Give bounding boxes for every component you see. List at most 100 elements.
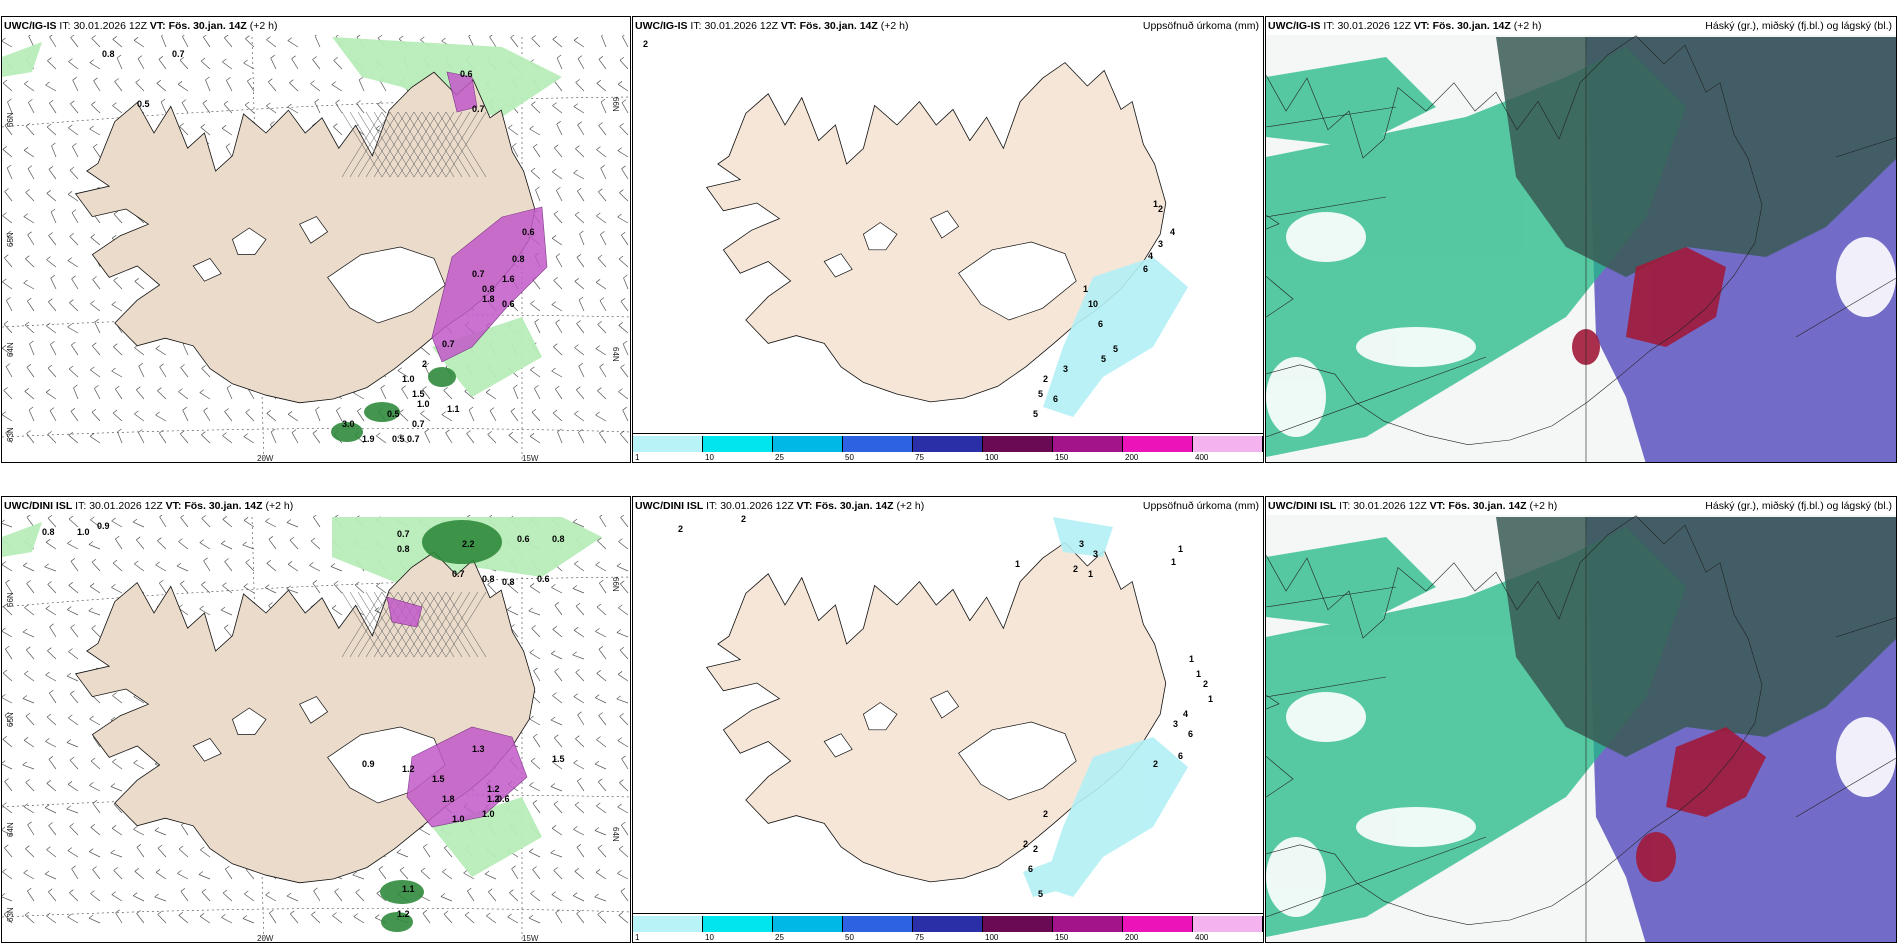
axis-label: 64N bbox=[6, 822, 15, 837]
axis-label: 63N bbox=[6, 427, 15, 442]
value-label: 2 bbox=[422, 359, 427, 369]
colorbar-tick: 75 bbox=[915, 453, 924, 462]
value-label: 2.2 bbox=[462, 539, 475, 549]
value-label: 0.7 bbox=[472, 104, 485, 114]
init-time: 30.01.2026 12Z bbox=[720, 500, 794, 512]
init-time: 30.01.2026 12Z bbox=[1353, 500, 1427, 512]
init-time: 30.01.2026 12Z bbox=[1337, 20, 1411, 32]
vt-label: VT: bbox=[780, 20, 797, 32]
lead-time: (+2 h) bbox=[880, 20, 909, 32]
colorbar-tick: 25 bbox=[775, 933, 784, 942]
valid-time: Fös. 30.jan. 14Z bbox=[184, 500, 263, 512]
value-label: 4 bbox=[1183, 709, 1188, 719]
value-label: 1.6 bbox=[502, 274, 515, 284]
colorbar-segment bbox=[843, 436, 913, 452]
value-label: 0.8 bbox=[482, 284, 495, 294]
panel-header: UWC/IG-IS IT: 30.01.2026 12Z VT: Fös. 30… bbox=[2, 17, 630, 35]
value-label: 0.6 bbox=[460, 69, 473, 79]
value-label: 1.8 bbox=[482, 294, 495, 304]
value-label: 1.2 bbox=[487, 794, 500, 804]
value-label: 2 bbox=[1158, 204, 1163, 214]
axis-label: 64N bbox=[6, 342, 15, 357]
value-label: 6 bbox=[1143, 264, 1148, 274]
value-label: 4 bbox=[1148, 251, 1153, 261]
value-label: 1 bbox=[1171, 557, 1176, 567]
axis-label: 66N bbox=[611, 577, 620, 592]
value-label: 3 bbox=[1079, 539, 1084, 549]
lead-time: (+2 h) bbox=[1513, 20, 1542, 32]
value-label: 0.6 bbox=[502, 299, 515, 309]
value-label: 0.8 bbox=[512, 254, 525, 264]
colorbar-tick: 150 bbox=[1055, 453, 1069, 462]
colorbar-segment bbox=[1123, 916, 1193, 932]
value-label: 0.5 bbox=[392, 434, 405, 444]
vt-label: VT: bbox=[149, 20, 166, 32]
precip-colorbar: 1 10 25 50 75 100 150 200 400 bbox=[633, 433, 1263, 462]
colorbar-segment bbox=[703, 436, 773, 452]
lead-time: (+2 h) bbox=[896, 500, 925, 512]
colorbar-tick: 75 bbox=[915, 933, 924, 942]
map-panel-dini-wind: 0.8 1.0 0.9 0.7 0.8 2.2 0.6 0.8 0.7 0.8 0.8 0.6 1.0 0… bbox=[1, 496, 631, 943]
value-label: 0.8 bbox=[552, 534, 565, 544]
valid-time: Fös. 30.jan. 14Z bbox=[815, 500, 894, 512]
colorbar-tick: 1 bbox=[635, 933, 640, 942]
panel-header: UWC/DINI ISL IT: 30.01.2026 12Z VT: Fös.… bbox=[2, 497, 630, 515]
axis-label: 64N bbox=[611, 827, 620, 842]
value-label: 2 bbox=[741, 514, 746, 524]
value-label: 1.5 bbox=[412, 389, 425, 399]
value-label: 1.1 bbox=[402, 884, 415, 894]
colorbar-tick: 10 bbox=[705, 453, 714, 462]
valid-time: Fös. 30.jan. 14Z bbox=[168, 20, 247, 32]
value-label: 6 bbox=[1028, 864, 1033, 874]
map-panel-ig-wind: 0.8 0.7 0.5 0.6 0.7 0.6 0.8 1.0 2 1.5 1.0 0.7 0.5 0.7… bbox=[1, 16, 631, 463]
value-label: 3 bbox=[1173, 719, 1178, 729]
it-label: IT: bbox=[690, 20, 702, 32]
axis-label: 65N bbox=[6, 232, 15, 247]
colorbar-tick: 200 bbox=[1125, 453, 1139, 462]
value-label: 0.6 bbox=[497, 794, 510, 804]
colorbar-segment bbox=[983, 916, 1053, 932]
colorbar-segment bbox=[1123, 436, 1193, 452]
colorbar-tick: 100 bbox=[985, 933, 999, 942]
colorbar-tick: 50 bbox=[845, 453, 854, 462]
wind-map: 0.8 0.70.50.60.70.60.81.021.51.00.70.50.7… bbox=[2, 32, 630, 462]
value-label: 1.3 bbox=[472, 744, 485, 754]
value-label: 2 bbox=[1043, 374, 1048, 384]
colorbar-segment bbox=[703, 916, 773, 932]
value-label: 1 bbox=[1189, 654, 1194, 664]
value-label: 1.0 bbox=[482, 809, 495, 819]
vt-label: VT: bbox=[1429, 500, 1446, 512]
colorbar-segment bbox=[773, 436, 843, 452]
value-label: 3 bbox=[1093, 549, 1098, 559]
colorbar-tick: 150 bbox=[1055, 933, 1069, 942]
value-label: 2 bbox=[1033, 844, 1038, 854]
value-label: 5 bbox=[1038, 389, 1043, 399]
axis-label: 66N bbox=[6, 592, 15, 607]
value-label: 0.8 bbox=[102, 49, 115, 59]
axis-label: 20W bbox=[257, 934, 274, 943]
lead-time: (+2 h) bbox=[1529, 500, 1558, 512]
value-label: 1.5 bbox=[552, 754, 565, 764]
init-time: 30.01.2026 12Z bbox=[73, 20, 147, 32]
it-label: IT: bbox=[1339, 500, 1351, 512]
value-label: 0.7 bbox=[172, 49, 185, 59]
value-label: 0.8 bbox=[397, 544, 410, 554]
value-label: 5 bbox=[1113, 344, 1118, 354]
value-label: 1.9 bbox=[362, 434, 375, 444]
init-time: 30.01.2026 12Z bbox=[89, 500, 163, 512]
init-time: 30.01.2026 12Z bbox=[704, 20, 778, 32]
value-label: 6 bbox=[1178, 751, 1183, 761]
value-label: 0.8 bbox=[502, 577, 515, 587]
model-name: UWC/DINI ISL bbox=[1268, 500, 1337, 512]
axis-label: 64N bbox=[611, 347, 620, 362]
value-label: 0.9 bbox=[362, 759, 375, 769]
value-label: 2 bbox=[1153, 759, 1158, 769]
valid-time: Fös. 30.jan. 14Z bbox=[799, 20, 878, 32]
panel-header: UWC/IG-IS IT: 30.01.2026 12Z VT: Fös. 30… bbox=[1266, 17, 1896, 35]
panel-title: Uppsöfnuð úrkoma (mm) bbox=[1142, 500, 1259, 512]
panel-title: Háský (gr.), miðský (fj.bl.) og lágský (… bbox=[1705, 20, 1892, 32]
vt-label: VT: bbox=[165, 500, 182, 512]
value-label: 2 bbox=[1073, 564, 1078, 574]
colorbar-segment bbox=[1053, 436, 1123, 452]
panel-title: Háský (gr.), miðský (fj.bl.) og lágský (… bbox=[1705, 500, 1892, 512]
